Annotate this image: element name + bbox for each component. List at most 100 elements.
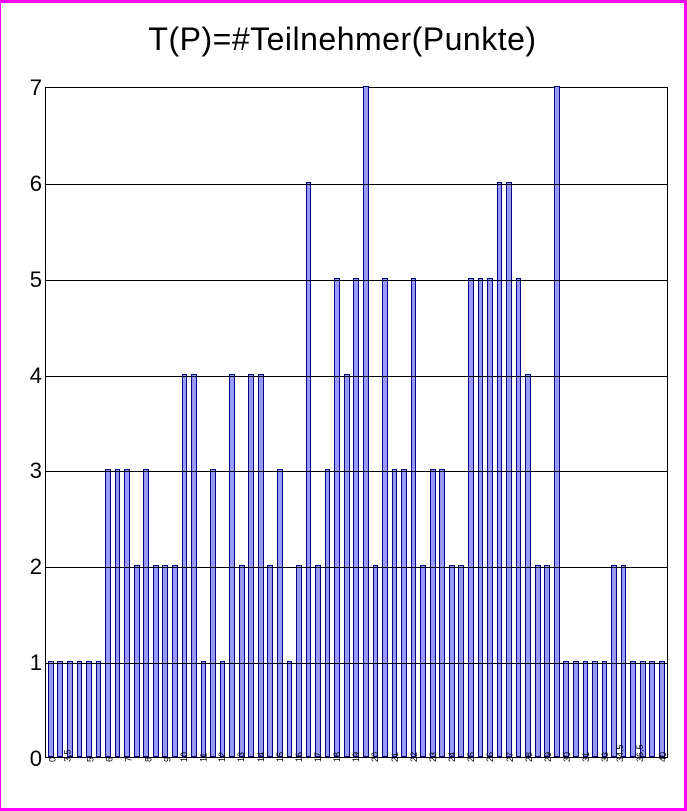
bar-slot <box>533 88 543 757</box>
x-tick-slot: 6 <box>102 760 112 761</box>
bar <box>344 374 350 757</box>
y-tick-label: 1 <box>6 650 42 676</box>
bar <box>583 661 589 757</box>
bar-slot <box>75 88 85 757</box>
bar-slot <box>485 88 495 757</box>
bar <box>516 278 522 757</box>
y-tick-label: 0 <box>6 746 42 772</box>
bar-slot <box>332 88 342 757</box>
bar-series <box>46 88 667 757</box>
bar-slot <box>132 88 142 757</box>
x-tick-label: 16 <box>294 752 304 762</box>
x-tick-slot: 0 <box>45 760 55 761</box>
bar-slot <box>199 88 209 757</box>
bar-slot <box>590 88 600 757</box>
bar <box>191 374 197 757</box>
bar-slot <box>84 88 94 757</box>
bar <box>96 661 102 757</box>
bar <box>353 278 359 757</box>
bar-slot <box>380 88 390 757</box>
x-tick-slot: 10 <box>179 760 189 761</box>
bar-slot <box>447 88 457 757</box>
bar-slot <box>504 88 514 757</box>
bar-slot <box>619 88 629 757</box>
x-tick-slot: 21 <box>390 760 400 761</box>
bar <box>478 278 484 757</box>
y-tick-label: 3 <box>6 458 42 484</box>
x-tick-slot <box>112 760 122 761</box>
x-tick-slot <box>380 760 390 761</box>
bar <box>277 469 283 757</box>
bar-slot <box>542 88 552 757</box>
bar-slot <box>170 88 180 757</box>
x-tick-label: 3,5 <box>63 749 73 762</box>
bar <box>420 565 426 757</box>
bar-slot <box>399 88 409 757</box>
x-tick-label: 19 <box>351 752 361 762</box>
x-tick-slot: 22 <box>409 760 419 761</box>
gridline <box>46 376 667 377</box>
bar-slot <box>122 88 132 757</box>
x-tick-slot: 15 <box>275 760 285 761</box>
x-tick-slot: 31 <box>581 760 591 761</box>
chart-frame: T(P)=#Teilnehmer(Punkte) 01234567 03,556… <box>0 0 687 811</box>
bar-slot <box>428 88 438 757</box>
x-tick-slot: 19 <box>352 760 362 761</box>
bar-slot <box>476 88 486 757</box>
bar <box>86 661 92 757</box>
bar-slot <box>323 88 333 757</box>
bar-slot <box>141 88 151 757</box>
bar-slot <box>266 88 276 757</box>
bar-slot <box>390 88 400 757</box>
x-tick-label: 28 <box>524 752 534 762</box>
x-tick-label: 24 <box>447 752 457 762</box>
bar-slot <box>523 88 533 757</box>
bar <box>506 182 512 757</box>
bar-slot <box>285 88 295 757</box>
bar-slot <box>294 88 304 757</box>
bar-slot <box>562 88 572 757</box>
x-axis-labels: 03,5567891011121314151617181920212223242… <box>45 760 668 761</box>
x-tick-slot: 23 <box>428 760 438 761</box>
chart-title: T(P)=#Teilnehmer(Punkte) <box>1 21 684 58</box>
x-tick-slot: 5 <box>83 760 93 761</box>
bar-slot <box>237 88 247 757</box>
x-tick-slot <box>514 760 524 761</box>
bar <box>153 565 159 757</box>
bar <box>287 661 293 757</box>
bar <box>334 278 340 757</box>
bar <box>430 469 436 757</box>
x-tick-slot <box>572 760 582 761</box>
x-tick-label: 31 <box>581 752 591 762</box>
bar-slot <box>409 88 419 757</box>
bar-slot <box>352 88 362 757</box>
gridline <box>46 567 667 568</box>
bar <box>573 661 579 757</box>
bar-slot <box>189 88 199 757</box>
bar-slot <box>161 88 171 757</box>
x-tick-label: 17 <box>313 752 323 762</box>
bar-slot <box>304 88 314 757</box>
bar <box>182 374 188 757</box>
x-tick-label: 36,5 <box>635 744 645 762</box>
bar-slot <box>552 88 562 757</box>
bar <box>239 565 245 757</box>
bar-slot <box>437 88 447 757</box>
bar <box>468 278 474 757</box>
bar <box>563 661 569 757</box>
bar <box>602 661 608 757</box>
bar-slot <box>218 88 228 757</box>
bar <box>229 374 235 757</box>
x-tick-label: 15 <box>275 752 285 762</box>
x-tick-slot <box>533 760 543 761</box>
bar-slot <box>275 88 285 757</box>
x-tick-slot: 30 <box>562 760 572 761</box>
x-tick-slot: 20 <box>371 760 381 761</box>
bar <box>143 469 149 757</box>
bar-slot <box>581 88 591 757</box>
bar-slot <box>638 88 648 757</box>
x-tick-slot <box>553 760 563 761</box>
x-tick-slot <box>284 760 294 761</box>
bar-slot <box>113 88 123 757</box>
bar-slot <box>466 88 476 757</box>
